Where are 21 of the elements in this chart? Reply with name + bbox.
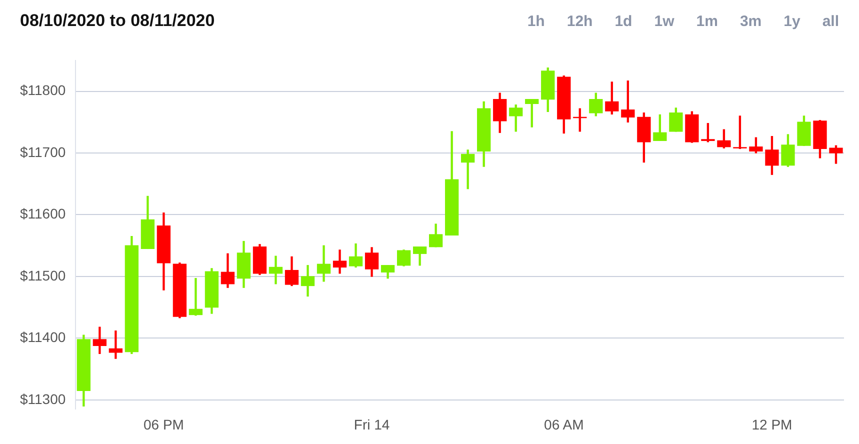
chart-title: 08/10/2020 to 08/11/2020 [20, 11, 215, 31]
y-tick-label: $11600 [20, 206, 66, 222]
text: 1d [614, 12, 632, 30]
candlestick [108, 330, 123, 359]
text: 1w [654, 12, 674, 30]
x-tick-label: 06 AM [544, 416, 584, 432]
y-tick-label: $11700 [20, 144, 66, 160]
text: 1m [696, 12, 718, 30]
y-tick-label: $11400 [20, 329, 66, 346]
text: 1h [527, 12, 545, 30]
y-tick-label: $11800 [20, 82, 66, 98]
candlestick [188, 278, 203, 316]
y-tick-label: $11500 [20, 267, 66, 284]
y-tick-label: $11300 [20, 390, 66, 407]
x-tick-label: 12 PM [752, 416, 792, 432]
x-tick-label: Fri 14 [354, 416, 390, 432]
text: 3m [740, 12, 762, 30]
text: 12h [566, 12, 593, 30]
text: all [822, 12, 839, 30]
x-tick-label: 06 PM [143, 416, 184, 432]
text: 1y [784, 12, 800, 30]
